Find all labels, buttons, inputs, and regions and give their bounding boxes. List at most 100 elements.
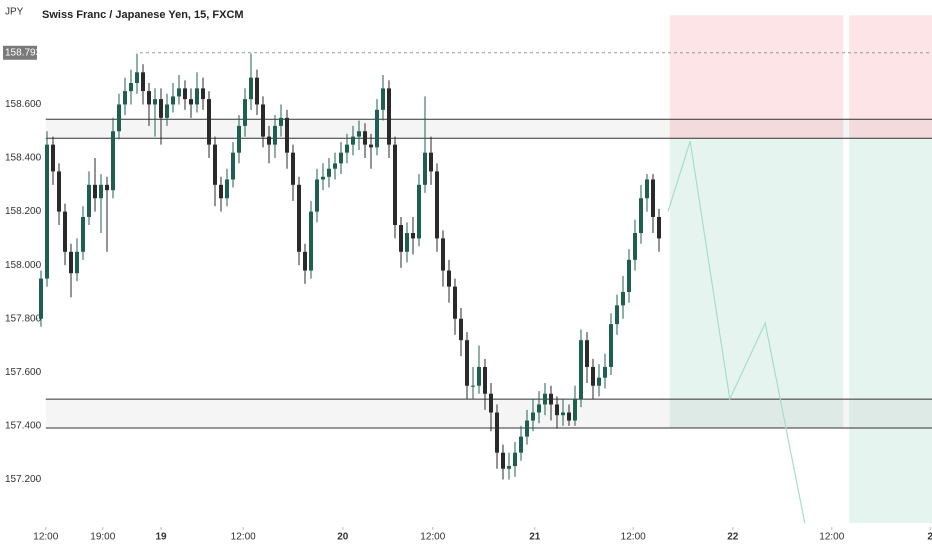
candle-body xyxy=(195,88,199,105)
candle-body xyxy=(225,179,229,199)
x-tick-label: 12:00 xyxy=(33,532,58,543)
currency-label: JPY xyxy=(5,7,24,18)
candle-body xyxy=(399,225,403,252)
candle-body xyxy=(621,291,625,306)
candle-body xyxy=(183,88,187,100)
candle-body xyxy=(273,125,277,145)
y-tick-label: 158.600 xyxy=(5,99,42,110)
candle-body xyxy=(165,104,169,118)
candle-body xyxy=(147,91,151,105)
candle-body xyxy=(369,144,373,148)
x-tick-label: 12:00 xyxy=(231,532,256,543)
candle-body xyxy=(63,211,67,252)
candle-body xyxy=(519,436,523,453)
candle-body xyxy=(531,412,535,421)
candle-body xyxy=(555,404,559,416)
x-tick-label: 2 xyxy=(927,532,932,543)
candle-body xyxy=(609,324,613,367)
candle-body xyxy=(405,233,409,252)
candle-body xyxy=(255,77,259,105)
candle-body xyxy=(417,184,421,239)
x-tick-label: 21 xyxy=(529,532,541,543)
candle-body xyxy=(339,152,343,164)
candle-body xyxy=(375,109,379,148)
candle-body xyxy=(447,270,451,287)
level-zone xyxy=(45,119,932,139)
candle-body xyxy=(267,136,271,145)
y-tick-label: 158.200 xyxy=(5,206,42,217)
candle-body xyxy=(585,340,589,367)
y-tick-label: 157.400 xyxy=(5,421,42,432)
candle-body xyxy=(483,366,487,394)
candle-body xyxy=(537,404,541,413)
candle-body xyxy=(477,366,481,386)
candle-body xyxy=(45,144,49,279)
candle-body xyxy=(363,131,367,145)
candle-body xyxy=(249,77,253,100)
candle-body xyxy=(237,125,241,153)
y-tick-label: 157.800 xyxy=(5,313,42,324)
candle-body xyxy=(603,366,607,378)
y-tick-label: 158.400 xyxy=(5,153,42,164)
candle-body xyxy=(357,131,361,137)
candle-body xyxy=(39,278,43,319)
candle-body xyxy=(93,184,97,199)
candle-body xyxy=(297,184,301,252)
candle-body xyxy=(321,176,325,180)
y-tick-label: 157.200 xyxy=(5,474,42,485)
candle-body xyxy=(141,72,145,92)
y-tick-label: 158.000 xyxy=(5,260,42,271)
position-zone xyxy=(669,15,844,139)
y-tick-label: 157.600 xyxy=(5,367,42,378)
candle-body xyxy=(285,117,289,153)
x-tick-label: 12:00 xyxy=(420,532,445,543)
candle-body xyxy=(159,99,163,118)
candle-body xyxy=(453,286,457,319)
candle-body xyxy=(561,412,565,416)
candle-body xyxy=(177,88,181,97)
candle-body xyxy=(597,377,601,386)
candle-body xyxy=(345,144,349,153)
candle-body xyxy=(243,99,247,126)
candle-body xyxy=(99,184,103,199)
candle-body xyxy=(441,238,445,271)
candle-body xyxy=(123,91,127,105)
candle-body xyxy=(615,305,619,325)
candle-body xyxy=(393,144,397,225)
candle-body xyxy=(75,251,79,274)
candle-body xyxy=(117,104,121,132)
candle-body xyxy=(471,385,475,387)
candle-body xyxy=(261,104,265,137)
candle-body xyxy=(171,96,175,105)
candle-body xyxy=(129,83,133,92)
candle-body xyxy=(543,393,547,405)
x-tick-label: 19:00 xyxy=(90,532,115,543)
candle-body xyxy=(333,163,337,169)
candle-body xyxy=(489,393,493,413)
position-zone xyxy=(669,138,844,429)
candle-body xyxy=(189,99,193,105)
candle-body xyxy=(105,184,109,191)
candle-body xyxy=(381,88,385,110)
candle-body xyxy=(135,72,139,84)
candle-body xyxy=(87,184,91,217)
candle-body xyxy=(591,366,595,386)
candle-body xyxy=(351,136,355,145)
candle-body xyxy=(573,399,577,421)
candle-body xyxy=(633,233,637,260)
candle-body xyxy=(219,184,223,199)
x-tick-label: 22 xyxy=(727,532,739,543)
candle-body xyxy=(435,171,439,239)
candle-body xyxy=(501,452,505,469)
candle-body xyxy=(549,393,553,405)
chart-title: Swiss Franc / Japanese Yen, 15, FXCM xyxy=(42,9,244,21)
candle-body xyxy=(657,216,661,239)
candle-body xyxy=(213,144,217,185)
x-tick-label: 19 xyxy=(155,532,167,543)
candle-body xyxy=(69,251,73,274)
candle-body xyxy=(423,152,427,185)
position-zone xyxy=(849,138,932,524)
x-tick-label: 12:00 xyxy=(621,532,646,543)
